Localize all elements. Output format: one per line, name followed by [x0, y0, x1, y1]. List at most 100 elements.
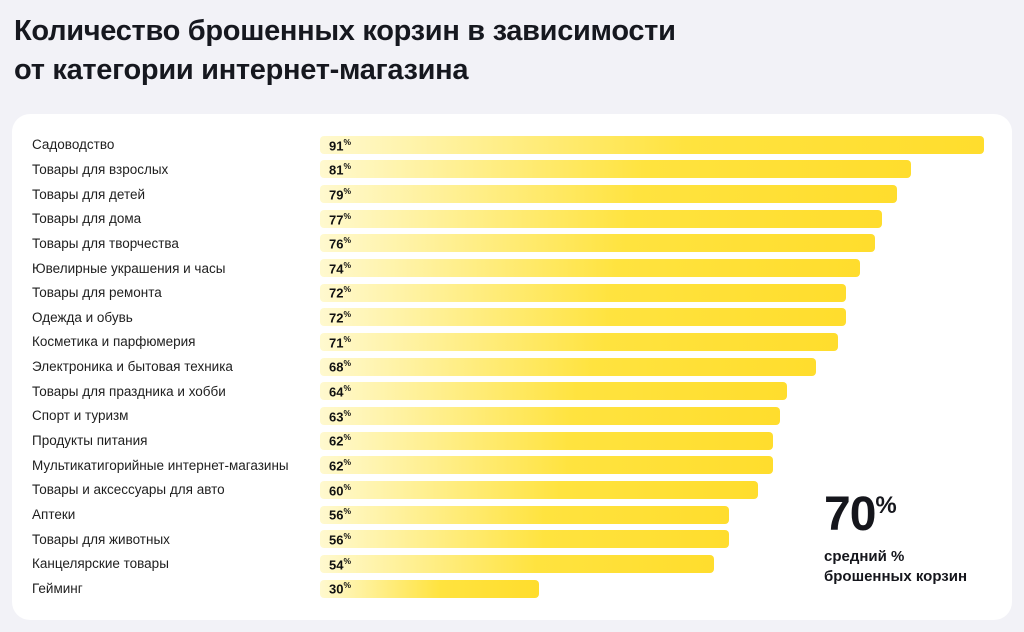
category-label: Товары для ремонта — [32, 285, 162, 301]
bar-track: 62% — [320, 431, 992, 450]
bar-row: Косметика и парфюмерия 71% — [32, 330, 992, 354]
value-label: 72% — [329, 309, 352, 326]
category-label: Товары для праздника и хобби — [32, 383, 226, 399]
percent-sign: % — [343, 531, 352, 542]
category-label: Товары для дома — [32, 211, 142, 227]
percent-sign: % — [343, 506, 352, 517]
category-label: Продукты питания — [32, 433, 148, 449]
percent-sign: % — [343, 358, 352, 369]
page-title: Количество брошенных корзин в зависимост… — [14, 12, 1012, 90]
bar-row: Садоводство 91% — [32, 133, 992, 157]
bar-track: 91% — [320, 135, 992, 154]
bar-track: 62% — [320, 456, 992, 475]
percent-sign: % — [343, 136, 352, 147]
value-label: 63% — [329, 407, 352, 425]
bar: 81% — [320, 160, 912, 179]
percent-sign: % — [343, 185, 352, 196]
bar-track: 56% — [320, 505, 992, 524]
percent-sign: % — [343, 481, 352, 492]
value-label: 56% — [329, 506, 352, 523]
bar-track: 56% — [320, 530, 992, 549]
category-label: Мультикатигорийные интернет-магазины — [32, 457, 289, 473]
bar-row: Товары для праздника и хобби 64% — [32, 379, 992, 403]
percent-sign: % — [343, 432, 352, 443]
category-label: Косметика и парфюмерия — [32, 334, 196, 350]
average-annotation: 70% средний % брошенных корзин — [824, 491, 967, 588]
bar-track: 71% — [320, 332, 992, 351]
value-label: 77% — [329, 210, 352, 227]
bar-track: 54% — [320, 554, 992, 573]
bar-row: Товары для творчества 76% — [32, 231, 992, 255]
bar: 91% — [320, 135, 985, 154]
category-label: Товары для животных — [32, 531, 170, 547]
bar-track: 76% — [320, 234, 992, 253]
category-label: Одежда и обувь — [32, 309, 133, 325]
bar: 62% — [320, 431, 773, 450]
bar-row: Товары для дома 77% — [32, 207, 992, 231]
bar: 54% — [320, 554, 715, 573]
category-label: Электроника и бытовая техника — [32, 359, 233, 375]
bar: 62% — [320, 456, 773, 475]
bar-track: 81% — [320, 160, 992, 179]
value-label: 71% — [329, 333, 352, 351]
category-label: Товары для детей — [32, 186, 146, 202]
bar-track: 68% — [320, 357, 992, 376]
bar-row: Аптеки 56% — [32, 503, 992, 527]
value-label: 62% — [329, 457, 352, 474]
percent-sign: % — [343, 284, 352, 295]
average-label: средний % брошенных корзин — [824, 548, 968, 586]
bar: 60% — [320, 480, 758, 499]
bar-row: Мультикатигорийные интернет-магазины 62% — [32, 453, 992, 477]
bar: 64% — [320, 382, 788, 401]
category-label: Гейминг — [32, 581, 83, 597]
bar-track: 72% — [320, 308, 992, 327]
percent-sign: % — [343, 235, 352, 246]
value-label: 74% — [329, 259, 352, 277]
percent-sign: % — [343, 407, 352, 418]
bar-row: Канцелярские товары 54% — [32, 552, 992, 576]
bar-track: 64% — [320, 382, 992, 401]
bar: 76% — [320, 234, 875, 253]
value-label: 54% — [329, 555, 352, 573]
bar-track: 30% — [320, 579, 992, 598]
category-label: Товары и аксессуары для авто — [32, 482, 225, 498]
percent-sign: % — [343, 555, 352, 566]
bar-track: 77% — [320, 209, 992, 228]
percent-sign: % — [343, 161, 352, 172]
value-label: 81% — [329, 161, 352, 178]
bar: 79% — [320, 185, 897, 204]
category-label: Ювелирные украшения и часы — [32, 260, 226, 276]
bar-row: Товары для детей 79% — [32, 182, 992, 206]
bar-row: Ювелирные украшения и часы 74% — [32, 256, 992, 280]
percent-sign: % — [343, 580, 352, 591]
bar-track: 74% — [320, 259, 992, 277]
bar-row: Товары для ремонта 72% — [32, 281, 992, 305]
bar-row: Товары для взрослых 81% — [32, 157, 992, 181]
bar-track: 72% — [320, 283, 992, 302]
bar-row: Товары для животных 56% — [32, 527, 992, 551]
bar: 56% — [320, 530, 729, 549]
value-label: 68% — [329, 358, 352, 375]
bar-row: Продукты питания 62% — [32, 429, 992, 453]
value-label: 56% — [329, 531, 352, 548]
value-label: 76% — [329, 235, 352, 252]
page-title-line1: Количество брошенных корзин в зависимост… — [14, 15, 676, 47]
bar: 68% — [320, 357, 817, 376]
category-label: Спорт и туризм — [32, 408, 129, 424]
value-label: 60% — [329, 481, 352, 499]
category-label: Товары для творчества — [32, 235, 179, 251]
value-label: 64% — [329, 383, 352, 400]
category-label: Аптеки — [32, 507, 76, 523]
bar: 56% — [320, 505, 729, 524]
bar-track: 79% — [320, 185, 992, 204]
bar-row: Спорт и туризм 63% — [32, 404, 992, 428]
percent-sign: % — [875, 492, 896, 520]
bar-track: 60% — [320, 480, 992, 499]
bar-track: 63% — [320, 406, 992, 425]
bar-chart: Садоводство 91% Товары для взрослых 81% Това… — [32, 133, 992, 601]
percent-sign: % — [343, 309, 352, 320]
bar: 72% — [320, 283, 846, 302]
percent-sign: % — [343, 259, 352, 270]
bar: 63% — [320, 406, 780, 425]
